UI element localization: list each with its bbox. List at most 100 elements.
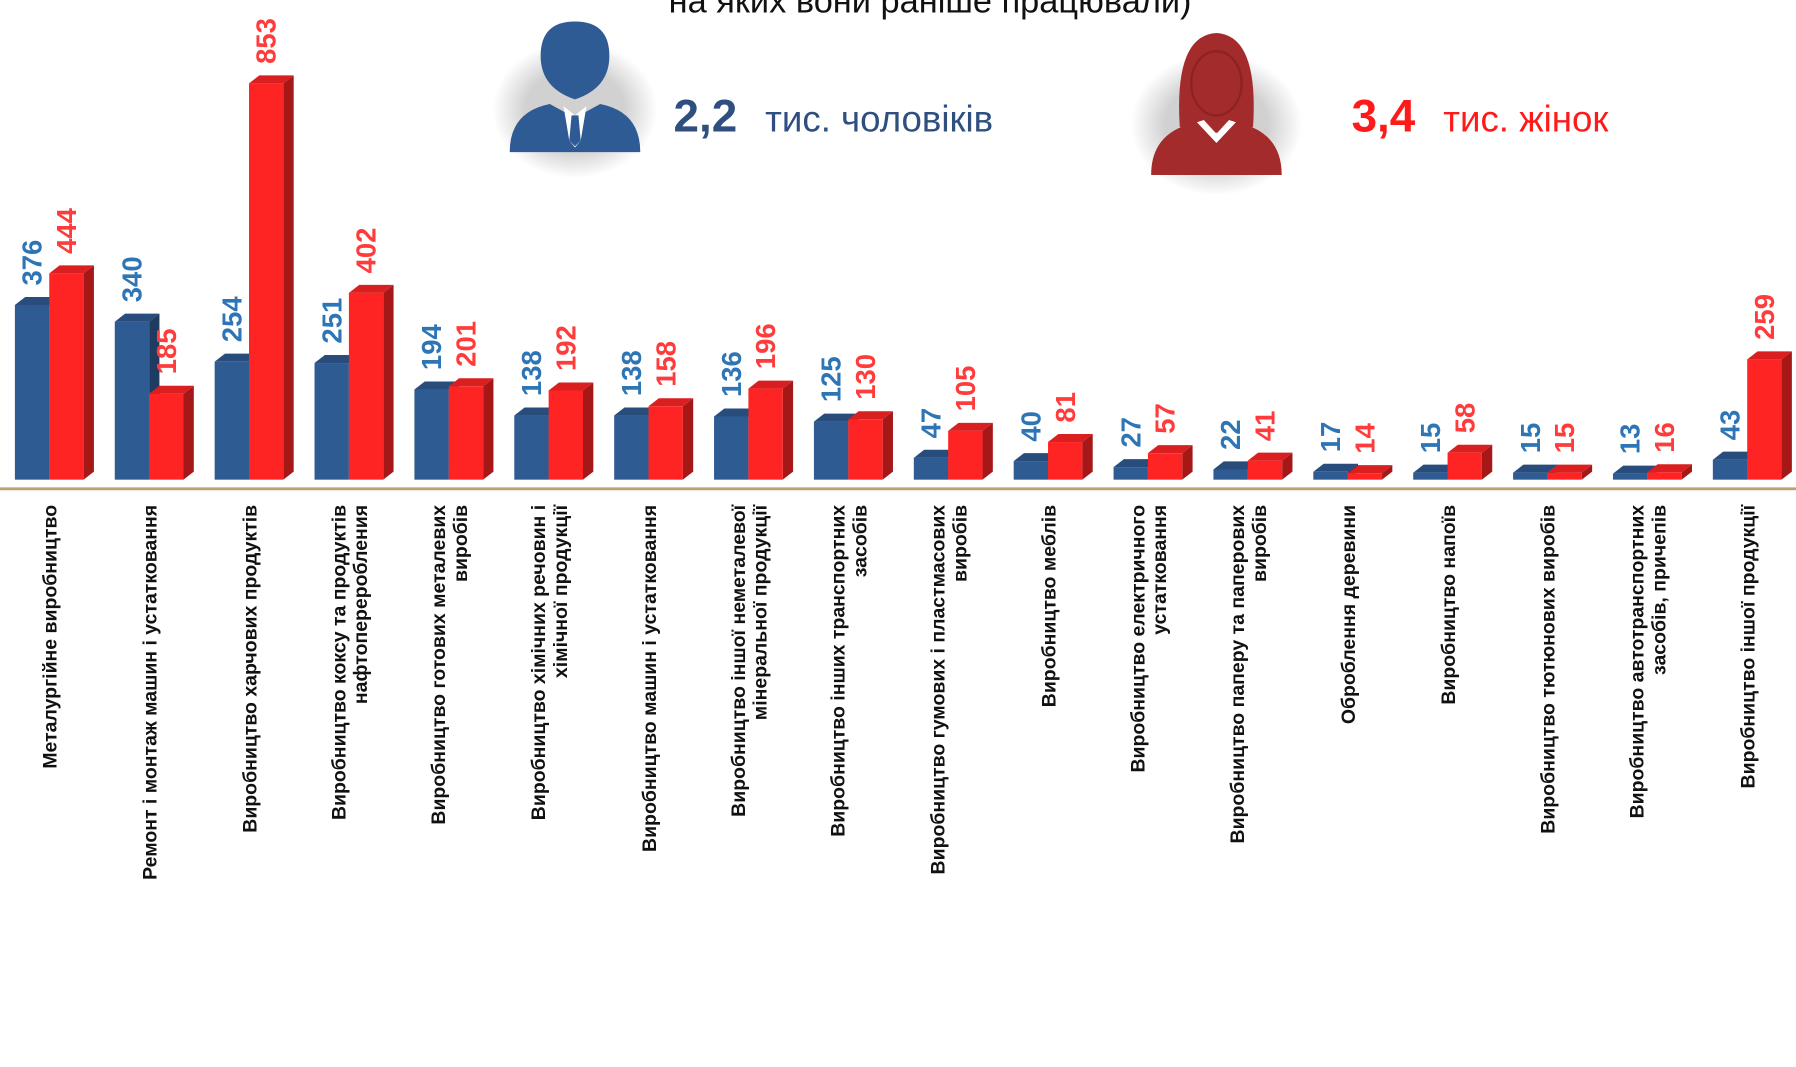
men-total: 2,2: [674, 90, 738, 141]
bar-front: [114, 321, 150, 480]
bar-side: [982, 422, 993, 480]
x-tick-label: Виробництво паперу та паперовихвиробів: [1227, 505, 1271, 844]
bar: [548, 382, 594, 480]
bar-top: [414, 381, 460, 390]
x-tick-label: Виробництво гумових і пластмасовихвиробі…: [928, 505, 972, 875]
bar-side: [1781, 351, 1792, 480]
value-label: 47: [916, 408, 947, 439]
value-label: 105: [950, 366, 981, 412]
bar-front: [1647, 472, 1682, 480]
bar-front: [1413, 472, 1448, 480]
x-tick-label: Виробництво інших транспортнихзасобів: [828, 505, 872, 837]
bar-front: [614, 415, 649, 480]
bar-front: [514, 415, 549, 480]
x-tick-label: Виробництво хімічних речовин іхімічної п…: [528, 504, 572, 820]
woman-icon: [1130, 32, 1303, 196]
x-tick-label: Виробництво іншої продукції: [1738, 504, 1760, 788]
x-tick-label: Виробництво автотранспортнихзасобів, при…: [1627, 505, 1671, 819]
bar-front: [214, 361, 250, 480]
bar-side: [83, 265, 94, 480]
bar: [1547, 464, 1593, 480]
men-legend: тис. чоловіків: [765, 98, 993, 139]
value-label: 58: [1449, 403, 1480, 434]
value-label: 402: [351, 228, 382, 274]
bar-top: [1313, 463, 1358, 472]
bar-front: [414, 389, 449, 480]
value-label: 14: [1349, 422, 1380, 453]
bar: [1147, 445, 1193, 480]
bar-side: [483, 378, 494, 480]
value-label: 17: [1315, 422, 1346, 453]
women-total: 3,4: [1352, 90, 1416, 141]
bar-top: [1147, 445, 1193, 454]
x-tick-label: Оброблення деревини: [1338, 505, 1360, 724]
bar: [813, 413, 859, 480]
value-label: 136: [716, 351, 747, 397]
x-tick-label: Металургійне виробництво: [40, 505, 62, 769]
bar-top: [1413, 464, 1458, 473]
bar-top: [548, 382, 594, 391]
bar: [748, 380, 794, 480]
bar-top: [149, 385, 194, 394]
value-label: 340: [117, 256, 148, 302]
value-label: 853: [251, 18, 282, 64]
x-tick-label: Ремонт і монтаж машин і устатковання: [140, 505, 162, 880]
bar: [49, 265, 94, 480]
bar: [1447, 444, 1493, 480]
value-label: 196: [750, 323, 781, 369]
value-label: 40: [1015, 411, 1046, 442]
bar-side: [1581, 464, 1593, 480]
chart-title: на яких вони раніше працювали): [669, 0, 1192, 20]
bar-front: [1447, 452, 1482, 480]
bar-side: [682, 398, 694, 480]
value-label: 13: [1615, 424, 1646, 455]
bar-top: [1048, 434, 1093, 443]
x-tick-label: Виробництво машин і устатковання: [639, 505, 661, 852]
bar: [1247, 452, 1293, 480]
bar-side: [1481, 444, 1493, 480]
x-tick-label: Виробництво електричногоустатковання: [1127, 505, 1171, 773]
bar-front: [49, 273, 84, 480]
bar-top: [748, 380, 794, 389]
bar-top: [1247, 452, 1293, 461]
bar: [1347, 465, 1393, 480]
bar-top: [314, 355, 360, 364]
bar-top: [1447, 444, 1493, 453]
man-icon: [492, 21, 658, 179]
bar-front: [1712, 459, 1748, 480]
bar-side: [1182, 445, 1193, 480]
value-label: 27: [1115, 417, 1146, 448]
bar-top: [249, 75, 294, 84]
bar-front: [149, 393, 184, 480]
bar-front: [548, 390, 584, 480]
bar-front: [348, 292, 384, 480]
bar: [648, 398, 694, 480]
bar: [149, 385, 194, 480]
value-label: 57: [1150, 403, 1181, 434]
bar-front: [1347, 473, 1383, 480]
bar-top: [848, 411, 893, 420]
bar-top: [1213, 461, 1259, 470]
bar-side: [1382, 465, 1393, 480]
value-label: 194: [416, 324, 447, 371]
bar-front: [1048, 442, 1083, 480]
bar: [1647, 464, 1692, 480]
bar: [348, 284, 394, 480]
value-label: 259: [1749, 294, 1780, 340]
bar-front: [648, 406, 683, 480]
bar-top: [1013, 453, 1059, 462]
bar-top: [714, 408, 759, 417]
bar-top: [1747, 351, 1792, 360]
bar-front: [1013, 461, 1049, 480]
bar-front: [948, 430, 983, 480]
value-label: 158: [650, 341, 681, 387]
bar-front: [1313, 471, 1348, 480]
bar-top: [114, 313, 160, 322]
value-label: 125: [816, 356, 847, 402]
bar-front: [714, 416, 749, 480]
bar: [1747, 351, 1792, 480]
bar-front: [1247, 460, 1283, 480]
x-tick-label: Виробництво напоїв: [1438, 505, 1460, 705]
bar-top: [948, 422, 993, 431]
